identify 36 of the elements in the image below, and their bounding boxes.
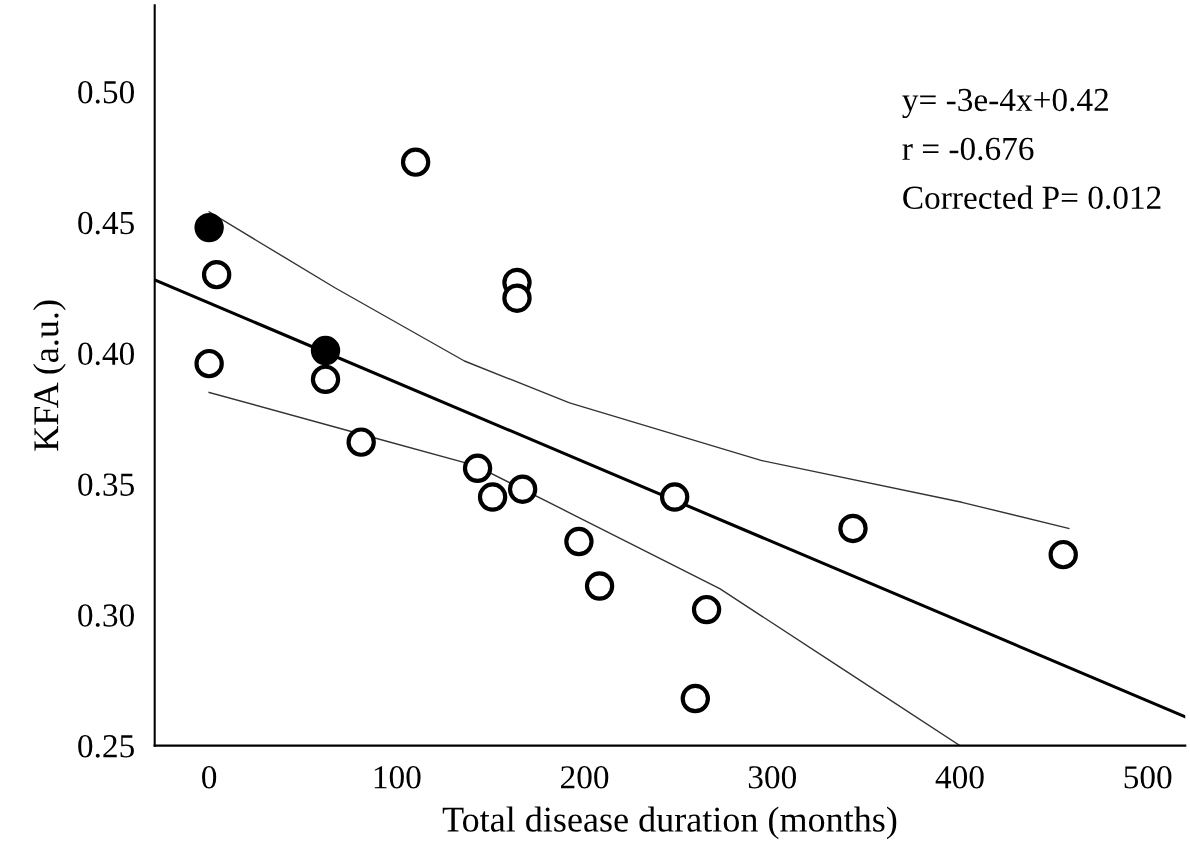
point [201,259,232,290]
y-tick-label: 0.50 [78,80,134,104]
annotation: r = -0.676 [902,137,1034,161]
y-tick-label: 0.35 [78,473,134,497]
x-tick-label: 500 [1124,766,1172,789]
point [310,364,341,395]
point [659,482,690,512]
point [691,594,722,625]
point [584,571,615,601]
x-tick-label: 300 [748,766,796,789]
y-axis-title: KFA (a.u.) [33,300,66,451]
y-tick-label: 0.25 [78,735,134,758]
point [507,474,538,504]
annotation: Corrected P= 0.012 [903,185,1161,210]
point [502,283,532,313]
x-tick-label: 100 [374,766,421,789]
point [346,427,376,457]
x-axis-title: Total disease duration (months) [442,806,897,840]
annotation: y= -3e-4x+0.42 [902,88,1108,119]
point [838,513,868,544]
point [680,683,711,714]
point [194,348,224,379]
point [462,453,493,483]
point [400,147,431,177]
point [194,212,224,243]
point [477,482,508,512]
x-tick-label: 400 [935,766,984,789]
y-tick-label: 0.40 [78,342,134,366]
x-tick-label: 200 [561,766,609,789]
x-tick-label: 0 [202,766,217,789]
point [310,335,341,366]
y-tick-label: 0.45 [78,211,134,235]
line-series [208,391,961,746]
point [564,526,594,557]
y-tick-label: 0.30 [78,604,134,627]
point [1048,539,1078,570]
